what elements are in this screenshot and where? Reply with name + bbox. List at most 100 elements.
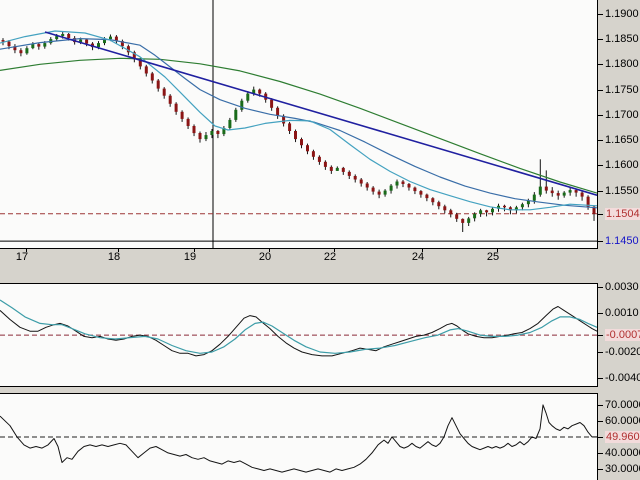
price-axis: 1.1900 1.1850 1.1800 1.1750 1.1700 1.1650 1.16… xyxy=(598,0,640,480)
candle-bear xyxy=(294,131,297,140)
axis-label: 1.1850 xyxy=(605,33,639,45)
candle-bear xyxy=(508,207,512,211)
candle-bear xyxy=(443,206,447,211)
candle-bear xyxy=(580,192,584,197)
indicator-panel-momentum[interactable] xyxy=(0,283,598,387)
candle-bear xyxy=(329,166,333,171)
candle-bull xyxy=(538,186,542,195)
axis-label: 1.1900 xyxy=(605,8,639,20)
candle-bull xyxy=(473,213,477,219)
candle-bear xyxy=(574,190,578,193)
time-label: 20 xyxy=(258,251,272,263)
time-tick xyxy=(118,248,119,252)
candle-bull xyxy=(335,167,339,171)
candle-bear xyxy=(258,89,262,94)
current-value-label: -0.0007 xyxy=(605,329,640,341)
time-label: 22 xyxy=(323,251,337,263)
candle-bear xyxy=(347,171,351,176)
axis-tick xyxy=(598,335,603,336)
candle-bear xyxy=(1,40,5,42)
axis-tick xyxy=(598,421,603,422)
current-value-label: 1.1504 xyxy=(605,208,640,220)
time-axis: 17 18 19 20 22 24 25 xyxy=(0,248,598,265)
time-label: 19 xyxy=(183,251,197,263)
candle-bear xyxy=(592,206,596,214)
candle-bull xyxy=(240,100,244,110)
ma-fast-line xyxy=(0,30,597,211)
candle-bull xyxy=(79,39,83,43)
candle-bear xyxy=(461,218,465,223)
candle-bear xyxy=(282,115,286,124)
candle-bear xyxy=(270,99,274,108)
indicator-signal-line xyxy=(0,299,597,354)
candle-bear xyxy=(126,46,130,53)
candle-bull xyxy=(43,43,47,47)
candle-bull xyxy=(395,181,399,186)
candle-bull xyxy=(97,43,100,48)
candle-bear xyxy=(67,34,71,38)
candle-bear xyxy=(150,73,154,81)
candle-bull xyxy=(479,210,483,214)
candle-bear xyxy=(138,59,142,67)
candle-bear xyxy=(300,139,303,146)
candle-bear xyxy=(455,214,459,219)
candle-bull xyxy=(252,89,256,94)
candle-bear xyxy=(144,66,148,74)
candle-bull xyxy=(228,119,232,128)
axis-tick xyxy=(598,140,603,141)
candle-bear xyxy=(186,118,190,126)
time-label: 25 xyxy=(486,251,500,263)
candle-bull xyxy=(491,208,494,213)
candle-bull xyxy=(383,190,387,195)
axis-tick xyxy=(598,14,603,15)
axis-tick xyxy=(598,241,603,242)
axis-label: -0.0020 xyxy=(605,346,640,358)
candle-bear xyxy=(7,41,11,47)
axis-tick xyxy=(598,313,603,314)
momentum-plot[interactable] xyxy=(0,284,597,386)
candle-bear xyxy=(13,46,17,51)
candle-bull xyxy=(497,205,500,209)
oscillator-plot[interactable] xyxy=(0,394,597,480)
indicator-panel-rsi[interactable] xyxy=(0,393,598,480)
time-tick xyxy=(269,248,270,252)
candle-bull xyxy=(562,192,566,196)
axis-tick xyxy=(598,453,603,454)
time-tick xyxy=(194,248,195,252)
candle-bear xyxy=(353,176,357,180)
candle-bear xyxy=(276,107,280,116)
time-tick xyxy=(497,248,498,252)
candle-bull xyxy=(520,204,524,208)
candle-bear xyxy=(85,39,89,44)
axis-tick xyxy=(598,378,603,379)
candle-bear xyxy=(311,151,315,157)
candle-bull xyxy=(467,218,471,223)
candle-bull xyxy=(526,200,530,205)
candle-bear xyxy=(162,88,166,96)
time-tick xyxy=(334,248,335,252)
main-chart-panel[interactable] xyxy=(0,0,598,249)
time-label: 24 xyxy=(411,251,425,263)
candle-bear xyxy=(132,52,136,60)
time-label: 18 xyxy=(107,251,121,263)
candle-bear xyxy=(556,193,560,196)
candle-bear xyxy=(341,167,345,172)
axis-label: 1.1600 xyxy=(605,159,639,171)
axis-label: 1.1450 xyxy=(605,235,639,247)
price-chart-plot[interactable] xyxy=(0,0,597,248)
ma-medium-line xyxy=(0,37,597,209)
candle-bear xyxy=(371,187,375,192)
axis-tick xyxy=(598,191,603,192)
candle-bull xyxy=(109,36,112,40)
time-tick xyxy=(26,248,27,252)
candle-bear xyxy=(192,126,196,134)
trendline xyxy=(44,31,597,196)
candle-bear xyxy=(359,179,363,184)
candle-bear xyxy=(306,145,309,152)
axis-tick xyxy=(598,39,603,40)
candle-bear xyxy=(586,196,590,207)
oscillator-line xyxy=(0,404,597,473)
candle-bear xyxy=(323,161,327,167)
candle-bear xyxy=(419,191,423,195)
time-label: 17 xyxy=(15,251,29,263)
